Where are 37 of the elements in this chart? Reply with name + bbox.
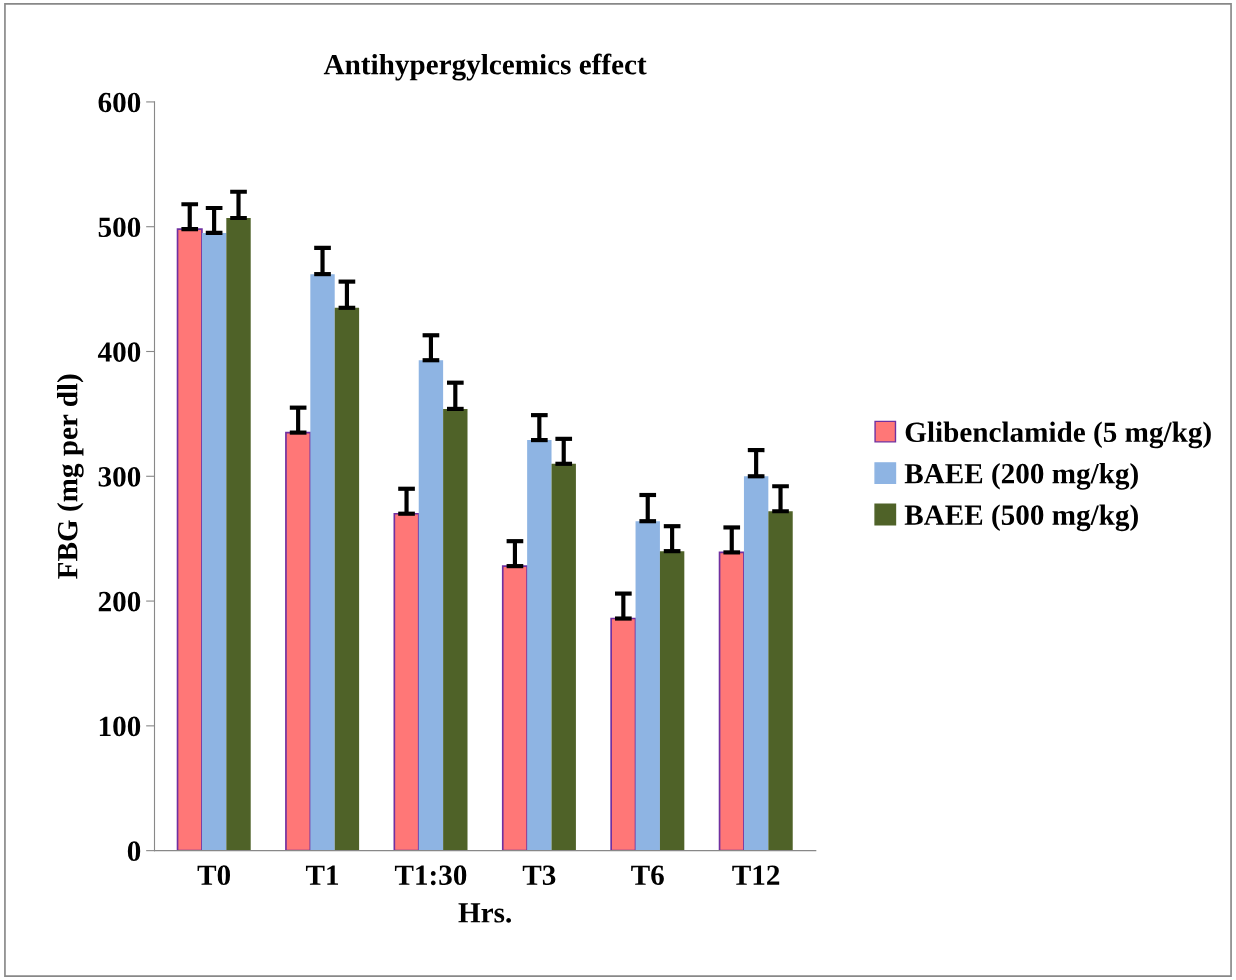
x-tick-label: T3 <box>522 865 556 886</box>
y-tick-label: 500 <box>98 217 141 238</box>
bar <box>610 617 637 851</box>
x-tick-label: T0 <box>197 865 231 886</box>
legend-label: Glibenclamide (5 mg/kg) <box>905 421 1211 449</box>
bar <box>743 476 769 851</box>
chart-title: Antihypergylcemics effect <box>323 53 647 81</box>
x-tick-label: T12 <box>732 865 780 885</box>
y-tick-label: 400 <box>97 342 141 362</box>
bar <box>393 512 420 851</box>
bar <box>527 440 552 851</box>
y-tick-label: 0 <box>127 841 141 862</box>
y-axis-title: FBG (mg per dl) <box>56 374 84 579</box>
y-tick-label: 300 <box>98 467 141 487</box>
x-tick-label: T6 <box>631 865 664 886</box>
bar <box>418 360 444 851</box>
legend-label: BAEE (200 mg/kg) <box>904 463 1138 490</box>
bar <box>718 551 745 851</box>
bar <box>176 228 203 851</box>
bar <box>551 463 576 851</box>
y-tick-label: 200 <box>98 591 141 612</box>
bar <box>226 217 251 851</box>
bar <box>635 521 660 851</box>
x-tick-label: T1:30 <box>394 865 467 886</box>
bar <box>285 431 312 851</box>
bar <box>501 565 528 851</box>
y-tick-label: 100 <box>99 716 141 737</box>
legend-label: BAEE (500 mg/kg) <box>904 504 1138 532</box>
y-tick-label: 600 <box>98 92 141 113</box>
bar <box>768 511 793 851</box>
bar <box>659 551 685 851</box>
x-axis-title: Hrs. <box>458 903 511 923</box>
x-tick-label: T1 <box>305 865 339 885</box>
bar <box>443 408 468 851</box>
bar <box>334 307 360 851</box>
bar <box>201 232 227 851</box>
bar <box>310 274 335 851</box>
